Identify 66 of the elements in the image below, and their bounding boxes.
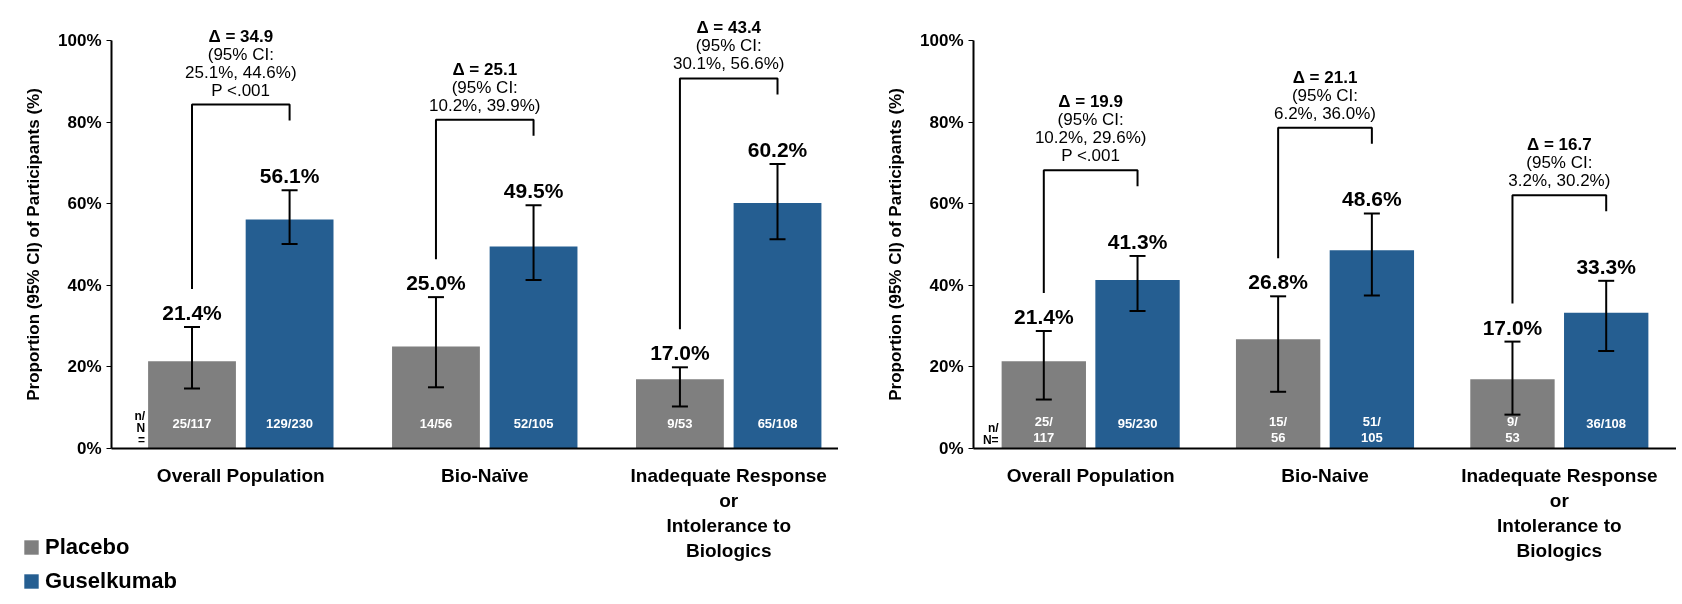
bar [1001, 361, 1086, 449]
data-label: 17.0% [1482, 315, 1543, 339]
bar [392, 346, 480, 449]
x-tick-label: Inadequate Response or Intolerance to Biologics [630, 464, 827, 562]
data-label: 25.0% [406, 271, 467, 295]
annotation: 25/117 [172, 416, 212, 431]
y-tick-label: 0% [938, 439, 964, 458]
y-tick-label: 0% [76, 439, 102, 458]
annotation: Δ = 43.4 (95% CI: 30.1%, 56.6%) [672, 18, 785, 74]
y-axis-title: Proportion (95% CI) of Participants (%) [886, 88, 906, 401]
annotation: 15/ 56 [1269, 413, 1288, 445]
x-tick-label: Overall Population [1006, 464, 1175, 486]
x-tick-label: Bio-Naïve [440, 464, 529, 486]
y-tick-label: 80% [67, 112, 102, 132]
y-tick-label: 20% [67, 357, 102, 377]
annotation: 36/108 [1586, 416, 1627, 431]
bar [148, 361, 236, 449]
y-tick-label: 60% [929, 194, 964, 214]
annotation: 95/230 [1117, 416, 1158, 431]
annotation: 9/53 [667, 416, 693, 431]
y-tick-label: 100% [58, 31, 102, 50]
data-label: 60.2% [747, 138, 808, 162]
y-tick-label: 80% [929, 112, 964, 132]
x-tick-label: Inadequate Response or Intolerance to Biologics [1461, 464, 1658, 562]
x-tick-label: Overall Population [156, 464, 325, 486]
bar [1329, 250, 1415, 449]
data-label: 17.0% [650, 341, 711, 365]
annotation: 25/ 117 [1033, 413, 1055, 445]
legend-label: Guselkumab [45, 568, 178, 594]
annotation: Δ = 19.9 (95% CI: 10.2%, 29.6%) P <.001 [1034, 92, 1147, 166]
bar [733, 202, 822, 449]
bar [636, 379, 724, 449]
annotation: 9/ 53 [1505, 413, 1520, 445]
data-label: 56.1% [259, 164, 320, 188]
y-axis-title: Proportion (95% CI) of Participants (%) [24, 88, 44, 401]
y-tick-label: 60% [67, 194, 102, 214]
y-tick-label: 20% [929, 357, 964, 377]
y-tick-label: 100% [920, 31, 964, 50]
data-label: 21.4% [162, 300, 223, 324]
annotation: 129/230 [266, 416, 314, 431]
bar [1470, 379, 1555, 449]
y-tick-label: 40% [67, 275, 102, 295]
data-label: 33.3% [1576, 254, 1637, 278]
annotation: 52/105 [513, 416, 554, 431]
data-label: 41.3% [1107, 229, 1168, 253]
annotation: Δ = 34.9 (95% CI: 25.1%, 44.6%) P <.001 [185, 26, 297, 100]
x-tick-label: Bio-Naive [1281, 464, 1369, 486]
annotation: n/ N = [134, 408, 146, 447]
annotation: Δ = 16.7 (95% CI: 3.2%, 30.2%) [1508, 135, 1611, 191]
bar [245, 219, 334, 449]
data-label: 48.6% [1342, 187, 1402, 211]
y-tick-label: 40% [929, 275, 964, 295]
annotation: Δ = 25.1 (95% CI: 10.2%, 39.9%) [429, 59, 541, 115]
annotation: Δ = 21.1 (95% CI: 6.2%, 36.0%) [1273, 67, 1377, 123]
annotation: 14/56 [419, 416, 453, 431]
annotation: n/ N= [982, 420, 1000, 447]
bar [1564, 312, 1649, 449]
data-label: 21.4% [1014, 305, 1074, 328]
annotation: 65/108 [757, 416, 798, 431]
legend-label: Placebo [45, 534, 130, 560]
data-label: 26.8% [1248, 270, 1309, 294]
bar [489, 246, 578, 449]
annotation: 51/ 105 [1361, 413, 1383, 445]
data-label: 49.5% [503, 179, 564, 203]
bar [1095, 280, 1180, 449]
bar [1235, 339, 1321, 449]
